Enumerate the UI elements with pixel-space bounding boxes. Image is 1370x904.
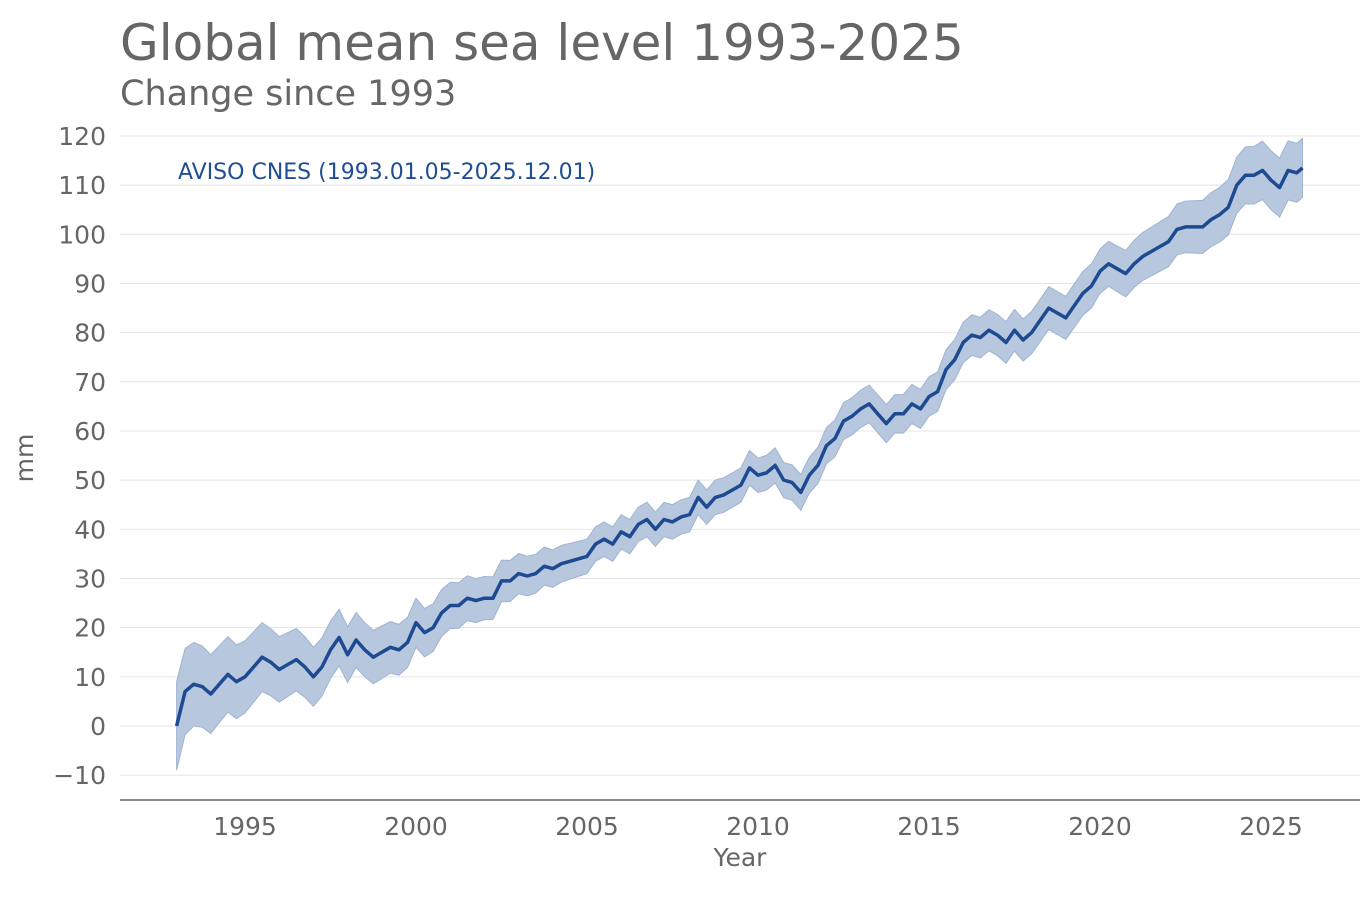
- y-tick-label: 30: [74, 564, 106, 593]
- x-tick-label: 2010: [726, 812, 790, 841]
- y-tick-label: 80: [74, 319, 106, 348]
- x-tick-labels: 1995 2000 2005 2010 2015 2020 2025: [213, 812, 1303, 841]
- y-tick-label: 70: [74, 368, 106, 397]
- series-label: AVISO CNES (1993.01.05-2025.12.01): [178, 160, 595, 185]
- y-tick-label: 60: [74, 417, 106, 446]
- y-axis-label: mm: [10, 434, 39, 483]
- x-tick-label: 1995: [213, 812, 277, 841]
- chart-title: Global mean sea level 1993-2025: [120, 14, 964, 72]
- x-tick-label: 2015: [897, 812, 961, 841]
- sea-level-line: [174, 166, 1304, 727]
- y-tick-label: 50: [74, 466, 106, 495]
- x-tick-label: 2000: [384, 812, 448, 841]
- y-tick-label: −10: [53, 761, 106, 790]
- y-tick-label: 20: [74, 614, 106, 643]
- x-tick-label: 2020: [1068, 812, 1132, 841]
- uncertainty-band: [176, 137, 1303, 771]
- gridlines: [120, 135, 1360, 776]
- y-tick-label: 40: [74, 515, 106, 544]
- x-tick-label: 2025: [1239, 812, 1303, 841]
- y-tick-label: 100: [58, 220, 106, 249]
- y-tick-label: 0: [90, 712, 106, 741]
- y-tick-labels: −10 0 10 20 30 40 50 60 70 80 90 100 110 120: [53, 122, 106, 790]
- y-tick-label: 120: [58, 122, 106, 151]
- x-axis-label: Year: [713, 843, 768, 872]
- y-tick-label: 110: [58, 171, 106, 200]
- y-tick-label: 10: [74, 663, 106, 692]
- x-tick-label: 2005: [555, 812, 619, 841]
- chart-subtitle: Change since 1993: [120, 74, 456, 114]
- y-tick-label: 90: [74, 269, 106, 298]
